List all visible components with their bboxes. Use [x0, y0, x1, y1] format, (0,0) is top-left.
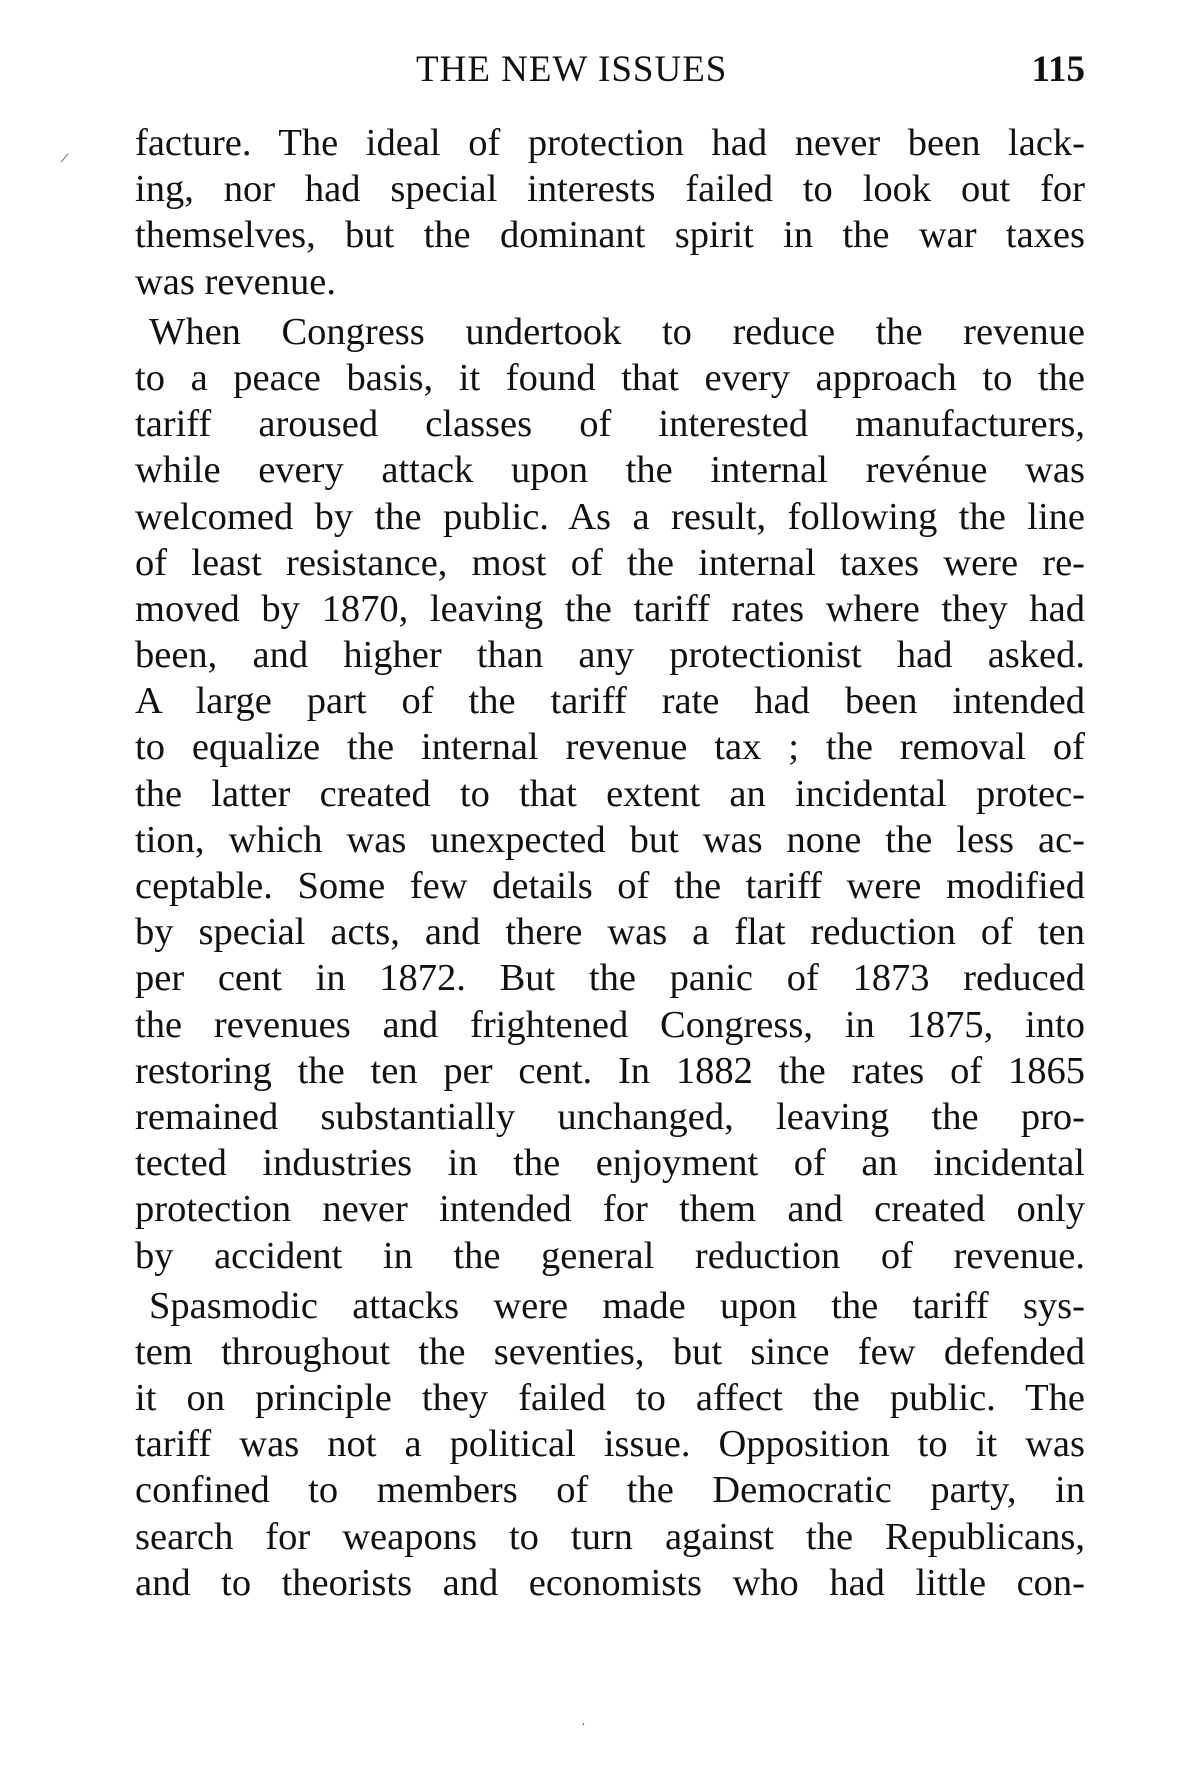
text-line: protection never intended for them and c…: [135, 1188, 1085, 1231]
text-line: A large part of the tariff rate had been…: [135, 680, 1085, 723]
text-line: tem throughout the seventies, but since …: [135, 1330, 1085, 1373]
text-line: by accident in the general reduction of …: [135, 1234, 1085, 1277]
running-title: THE NEW ISSUES: [416, 49, 728, 90]
text-line: per cent in 1872. But the panic of 1873 …: [135, 957, 1085, 1000]
page-body-text: facture. The ideal of protection had nev…: [135, 120, 1085, 1610]
paragraph: When Congress undertook to reduce the re…: [135, 309, 1085, 1279]
text-line: When Congress undertook to reduce the re…: [149, 310, 1085, 353]
text-line: it on principle they failed to affect th…: [135, 1377, 1085, 1420]
text-line: search for weapons to turn against the R…: [135, 1515, 1085, 1558]
scan-speck: ·: [581, 1718, 586, 1733]
text-line: facture. The ideal of protection had nev…: [135, 122, 1085, 164]
text-line: tected industries in the enjoyment of an…: [135, 1142, 1085, 1185]
text-line: restoring the ten per cent. In 1882 the …: [135, 1049, 1085, 1092]
text-line: was revenue.: [135, 260, 336, 303]
text-line: by special acts, and there was a flat re…: [135, 911, 1085, 954]
text-line: to equalize the internal revenue tax ; t…: [135, 726, 1085, 769]
text-line: themselves, but the dominant spirit in t…: [135, 214, 1085, 257]
text-line: while every attack upon the internal rev…: [135, 449, 1085, 492]
text-line: been, and higher than any protectionist …: [135, 634, 1085, 677]
page-number: 115: [1031, 49, 1085, 90]
scan-speck: /: [59, 149, 70, 168]
text-line: Spasmodic attacks were made upon the tar…: [149, 1284, 1085, 1327]
text-line: the latter created to that extent an inc…: [135, 772, 1085, 815]
text-line: and to theorists and economists who had …: [135, 1561, 1085, 1604]
text-line: ing, nor had special interests failed to…: [135, 168, 1085, 211]
text-line: tariff was not a political issue. Opposi…: [135, 1423, 1085, 1466]
running-header: THE NEW ISSUES 115: [0, 48, 1180, 98]
text-line: confined to members of the Democratic pa…: [135, 1469, 1085, 1512]
text-line: tion, which was unexpected but was none …: [135, 818, 1085, 861]
text-line: welcomed by the public. As a result, fol…: [135, 495, 1085, 538]
text-line: remained substantially unchanged, leavin…: [135, 1095, 1085, 1138]
paragraph: Spasmodic attacks were made upon the tar…: [135, 1283, 1085, 1606]
text-line: to a peace basis, it found that every ap…: [135, 356, 1085, 399]
text-line: ceptable. Some few details of the tariff…: [135, 865, 1085, 907]
text-line: of least resistance, most of the interna…: [135, 541, 1085, 584]
text-line: the revenues and frightened Congress, in…: [135, 1003, 1085, 1046]
text-line: tariff aroused classes of interested man…: [135, 403, 1085, 446]
paragraph: facture. The ideal of protection had nev…: [135, 120, 1085, 305]
text-line: moved by 1870, leaving the tariff rates …: [135, 587, 1085, 630]
